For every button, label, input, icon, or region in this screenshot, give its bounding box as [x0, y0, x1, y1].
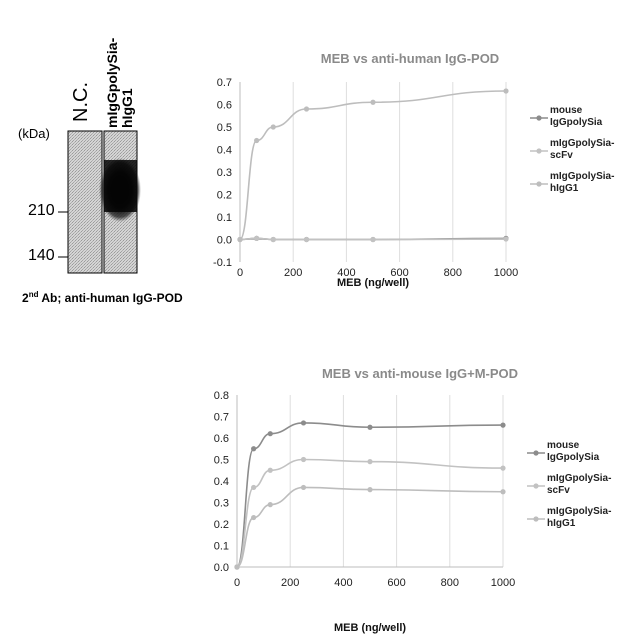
blot-image — [0, 0, 170, 300]
chart-title: MEB vs anti-human IgG-POD — [321, 51, 499, 66]
series-line — [240, 91, 506, 240]
legend-swatch-marker — [533, 483, 538, 488]
data-point — [251, 446, 256, 451]
data-point — [367, 459, 372, 464]
data-point — [301, 420, 306, 425]
data-point — [367, 487, 372, 492]
y-tick-label: 0.0 — [214, 562, 229, 574]
data-point — [268, 502, 273, 507]
data-point — [268, 431, 273, 436]
data-point — [268, 468, 273, 473]
data-point — [251, 485, 256, 490]
y-tick-label: 0.3 — [214, 498, 229, 510]
x-tick-label: 400 — [334, 577, 352, 589]
y-tick-label: 0.4 — [214, 476, 229, 488]
data-point — [234, 564, 239, 569]
x-tick-label: 200 — [281, 577, 299, 589]
y-tick-label: 0.5 — [214, 455, 229, 467]
data-point — [500, 466, 505, 471]
legend-label: mIgGpolySia- — [550, 138, 614, 149]
x-tick-label: 800 — [441, 577, 459, 589]
data-point — [301, 485, 306, 490]
series-line — [237, 460, 503, 568]
data-point — [370, 100, 375, 105]
x-axis-label: MEB (ng/well) — [334, 622, 406, 634]
blot-caption-superscript: nd — [29, 290, 39, 299]
y-tick-label: 0.5 — [217, 122, 232, 134]
y-tick-label: 0.3 — [217, 167, 232, 179]
blot-lane-nc — [68, 131, 102, 273]
marker-label-210: 210 — [28, 202, 55, 220]
data-point — [271, 237, 276, 242]
y-tick-label: 0.1 — [214, 541, 229, 553]
series-line — [237, 487, 503, 567]
y-tick-label: 0.4 — [217, 145, 232, 157]
x-tick-label: 1000 — [494, 267, 518, 279]
data-point — [254, 236, 259, 241]
legend-label: scFv — [547, 485, 570, 496]
blot-caption: 2nd Ab; anti-human IgG-POD — [22, 290, 183, 305]
y-tick-label: 0.1 — [217, 212, 232, 224]
y-tick-label: 0.8 — [214, 390, 229, 402]
x-tick-label: 600 — [387, 577, 405, 589]
legend-swatch-marker — [536, 148, 541, 153]
series-line — [237, 423, 503, 567]
data-point — [503, 236, 508, 241]
data-point — [500, 423, 505, 428]
x-tick-label: 1000 — [491, 577, 515, 589]
data-point — [301, 457, 306, 462]
legend-label: mIgGpolySia- — [547, 506, 611, 517]
data-point — [503, 88, 508, 93]
x-tick-label: 0 — [237, 267, 243, 279]
legend-label: mIgGpolySia- — [547, 473, 611, 484]
legend-swatch-marker — [536, 181, 541, 186]
y-tick-label: 0.2 — [217, 190, 232, 202]
data-point — [271, 124, 276, 129]
legend-label: IgGpolySia — [547, 452, 600, 463]
x-tick-label: 200 — [284, 267, 302, 279]
legend-label: mIgGpolySia- — [550, 171, 614, 182]
data-point — [237, 237, 242, 242]
x-tick-label: 600 — [390, 267, 408, 279]
data-point — [367, 425, 372, 430]
y-tick-label: 0.6 — [214, 433, 229, 445]
legend-swatch-marker — [533, 516, 538, 521]
legend-label: hIgG1 — [547, 518, 576, 529]
data-point — [370, 237, 375, 242]
data-point — [500, 489, 505, 494]
x-tick-label: 400 — [337, 267, 355, 279]
legend-label: mouse — [550, 105, 583, 116]
legend-swatch-marker — [533, 450, 538, 455]
y-tick-label: 0.0 — [217, 235, 232, 247]
x-tick-label: 0 — [234, 577, 240, 589]
data-point — [304, 106, 309, 111]
y-tick-label: 0.2 — [214, 519, 229, 531]
legend-label: mouse — [547, 440, 580, 451]
chart-title: MEB vs anti-mouse IgG+M-POD — [322, 366, 518, 381]
marker-label-140: 140 — [28, 247, 55, 265]
y-tick-label: 0.7 — [214, 412, 229, 424]
chart-anti-human-igg: MEB vs anti-human IgG-POD MEB (ng/well) … — [190, 40, 640, 300]
y-tick-label: -0.1 — [213, 257, 232, 269]
data-point — [304, 237, 309, 242]
chart-anti-mouse-igg-m: MEB vs anti-mouse IgG+M-POD MEB (ng/well… — [190, 355, 640, 640]
data-point — [251, 515, 256, 520]
legend-label: IgGpolySia — [550, 117, 603, 128]
blot-caption-rest: Ab; anti-human IgG-POD — [38, 291, 182, 305]
legend-swatch-marker — [536, 115, 541, 120]
legend-label: scFv — [550, 150, 573, 161]
blot-caption-prefix: 2 — [22, 291, 29, 305]
legend-label: hIgG1 — [550, 183, 579, 194]
y-tick-label: 0.6 — [217, 100, 232, 112]
y-tick-label: 0.7 — [217, 77, 232, 89]
x-tick-label: 800 — [444, 267, 462, 279]
data-point — [254, 138, 259, 143]
